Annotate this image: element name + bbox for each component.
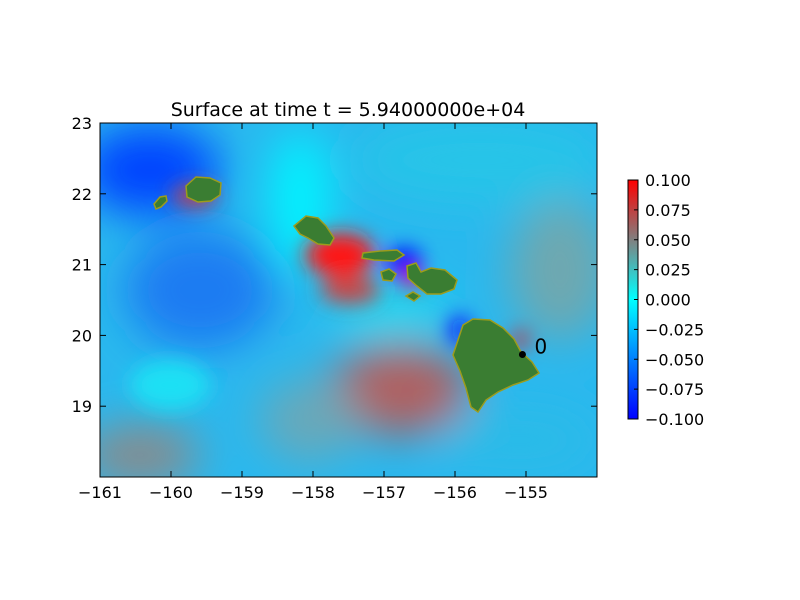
colorbar-axis: 0.100 0.075 0.050 0.025 0.000 −0.025 −0.050 −0.…: [634, 171, 704, 429]
colorbar-tick-label: 0.100: [645, 171, 691, 190]
island-niihau: [153, 195, 168, 210]
colorbar-tick-label: −0.050: [645, 350, 704, 369]
gauge-marker: [518, 351, 526, 359]
islands: [153, 176, 541, 414]
island-maui: [406, 262, 458, 295]
y-tick-label: 22: [72, 185, 92, 204]
x-tick-label: −157: [362, 483, 406, 502]
island-molokai: [361, 249, 406, 262]
colorbar-tick-label: 0.050: [645, 231, 691, 250]
island-kahoolawe: [404, 291, 422, 302]
colorbar-tick-label: −0.025: [645, 320, 704, 339]
colorbar-tick-label: 0.025: [645, 261, 691, 280]
island-lanai: [380, 268, 397, 282]
y-tick-label: 23: [72, 114, 92, 133]
x-tick-label: −155: [504, 483, 548, 502]
colorbar-tick-label: 0.000: [645, 291, 691, 310]
colorbar-tick-label: 0.075: [645, 201, 691, 220]
island-oahu: [292, 215, 335, 246]
surface-field: [100, 123, 597, 477]
y-axis: 19 20 21 22 23: [72, 114, 597, 416]
x-axis: −161 −160 −159 −158 −157 −156 −155: [78, 123, 548, 502]
x-tick-label: −158: [291, 483, 335, 502]
y-tick-label: 19: [72, 397, 92, 416]
y-tick-label: 20: [72, 326, 92, 345]
colorbar-tick-label: −0.100: [645, 410, 704, 429]
island-hawaii: [452, 318, 541, 414]
gauge-label: 0: [534, 335, 547, 359]
x-tick-label: −160: [149, 483, 193, 502]
x-tick-label: −156: [433, 483, 477, 502]
plot-frame: [99, 122, 598, 478]
x-tick-label: −159: [220, 483, 264, 502]
x-tick-label: −161: [78, 483, 122, 502]
island-kauai: [185, 176, 222, 203]
colorbar-tick-label: −0.075: [645, 380, 704, 399]
chart-title: Surface at time t = 5.94000000e+04: [171, 99, 526, 121]
y-tick-label: 21: [72, 256, 92, 275]
